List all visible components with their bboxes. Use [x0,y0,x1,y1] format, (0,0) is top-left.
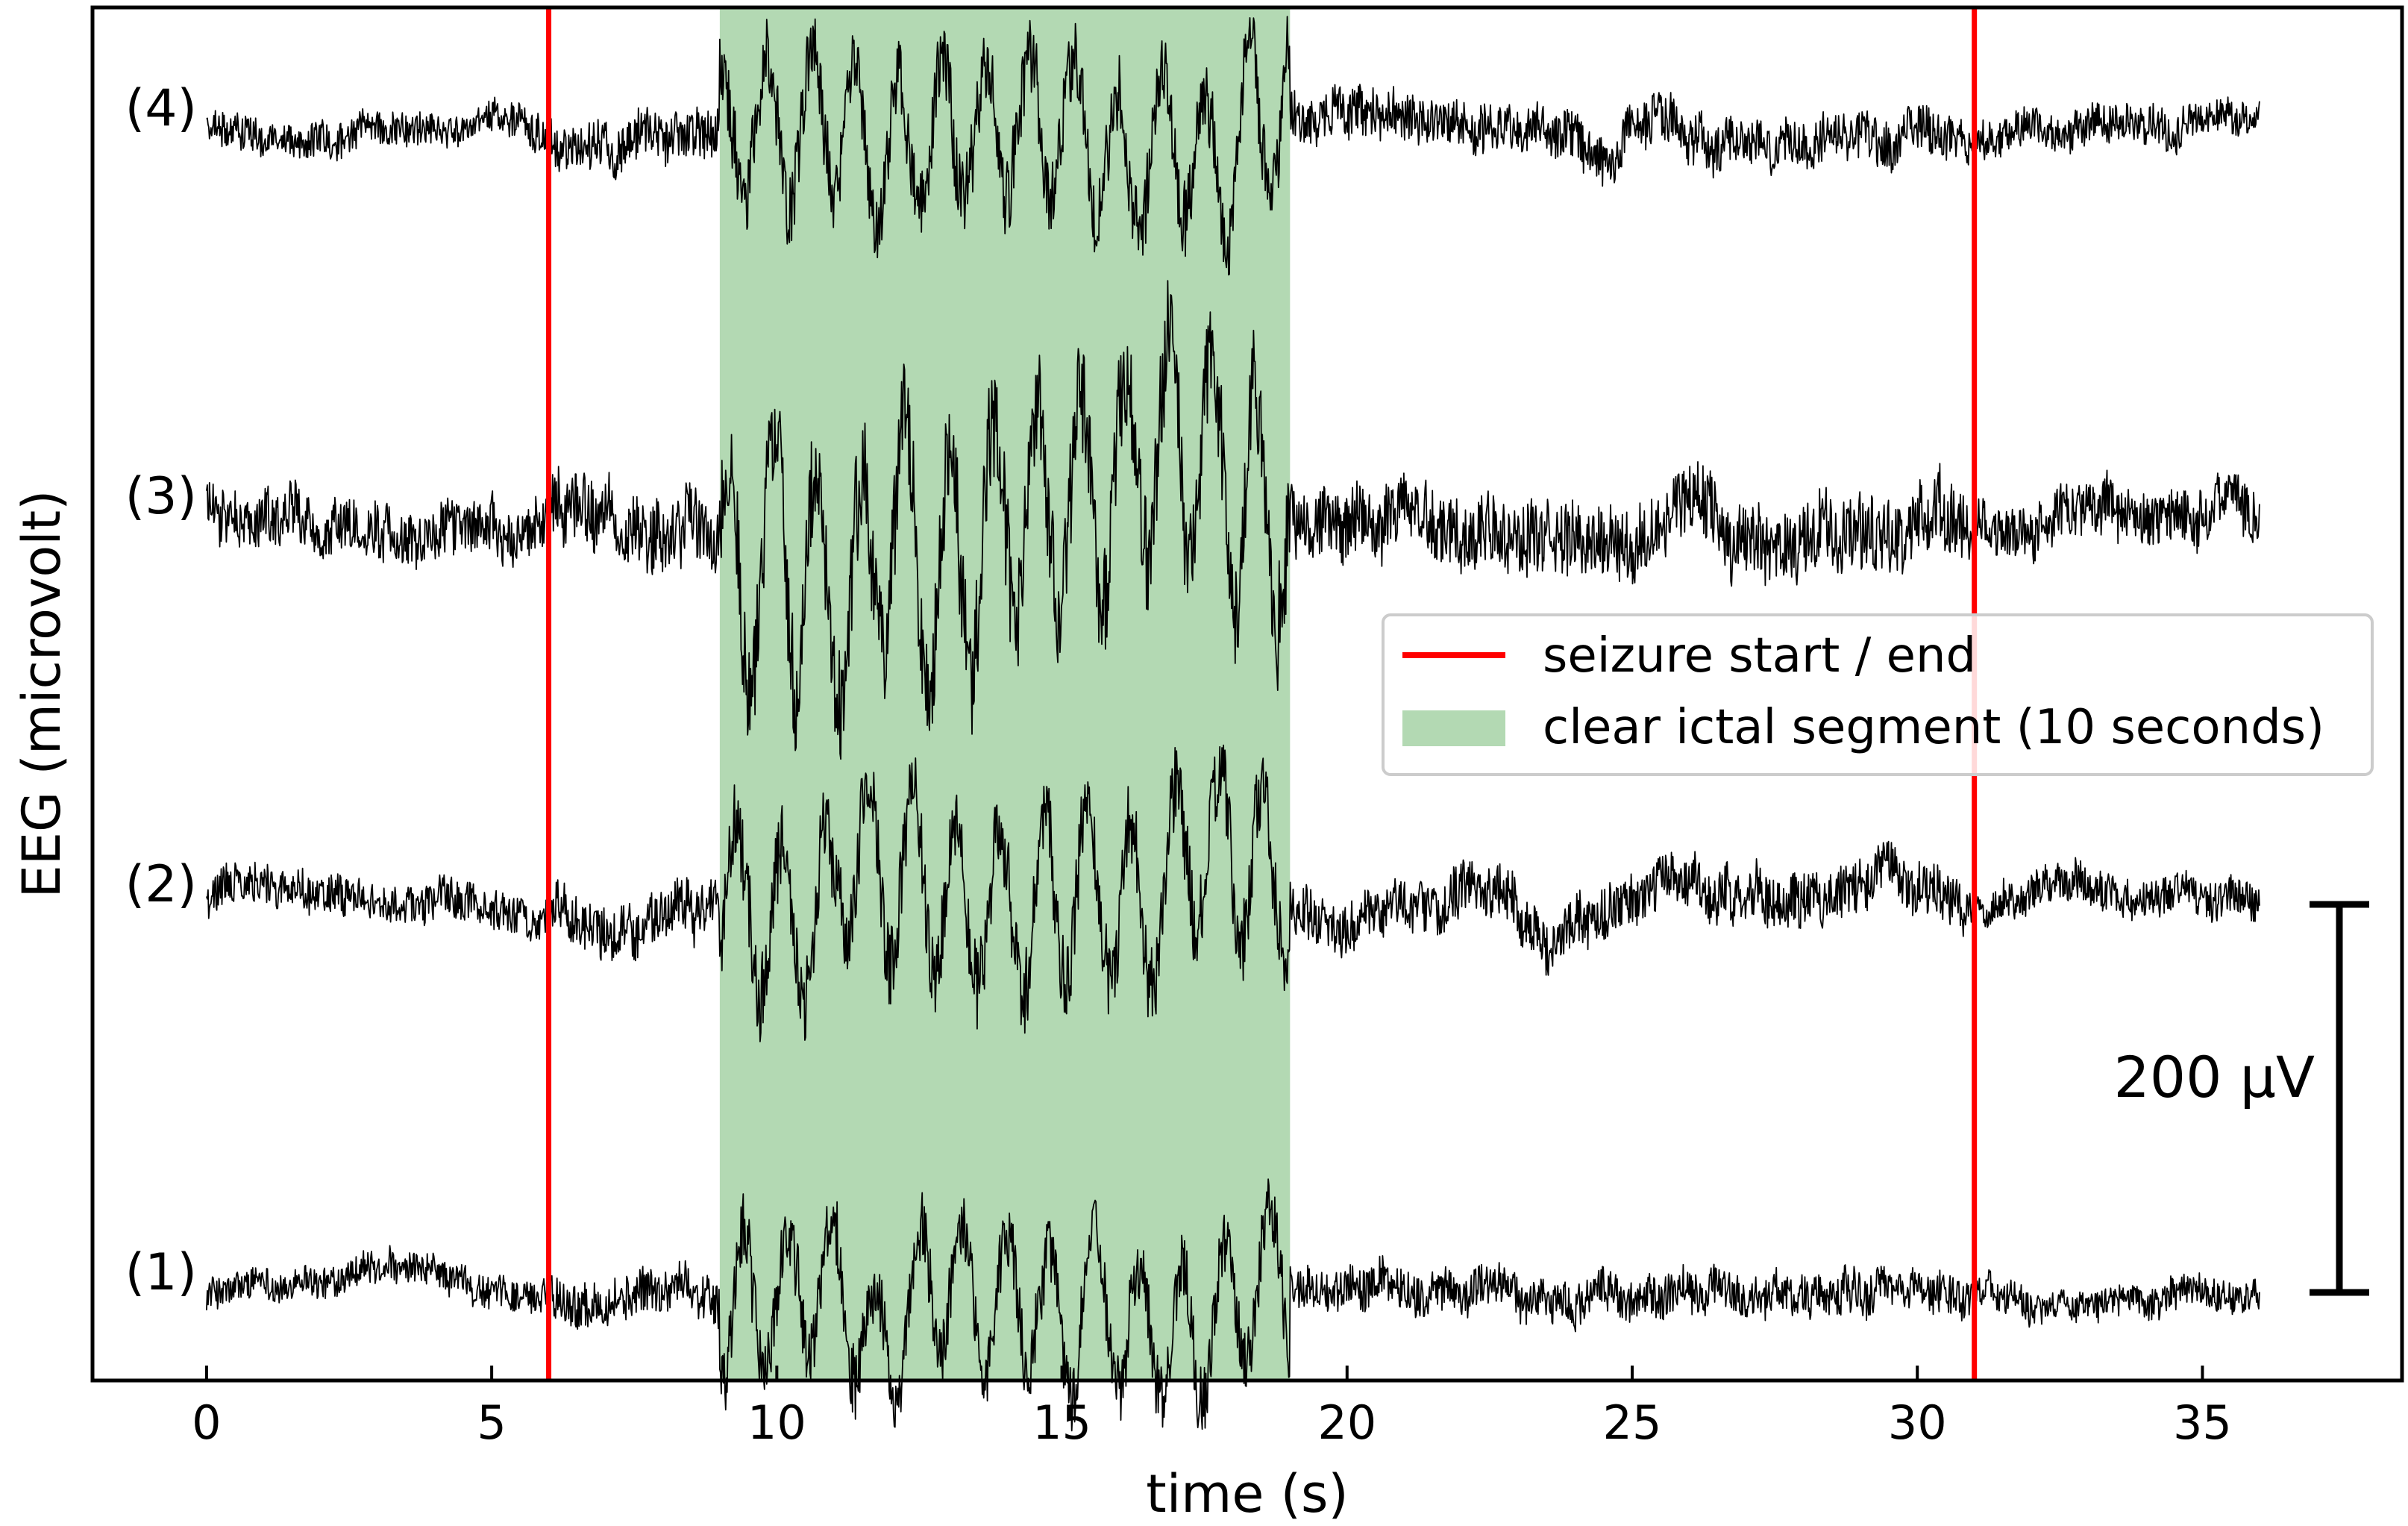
ictal-segment-band [719,7,1291,1380]
x-tick-label: 5 [477,1395,506,1450]
x-axis: 0 5 10 15 20 25 30 35 [192,1366,2232,1450]
ictal-layer [719,7,1291,1380]
x-tick-label: 25 [1603,1395,1662,1450]
x-tick-label: 15 [1032,1395,1091,1450]
channel-label-4: (4) [125,79,197,138]
label-layer: (1) (2) (3) (4) [125,79,197,1302]
x-tick-label: 30 [1888,1395,1947,1450]
legend-box [1382,613,2374,776]
x-axis-label: time (s) [1146,1463,1349,1525]
channel-label-1: (1) [125,1243,197,1302]
legend-marker-label: seizure start / end [1543,628,1976,684]
channel-label-2: (2) [125,855,197,914]
legend-segment-swatch [1402,710,1505,746]
scale-bar-label: 200 μV [2113,1044,2315,1110]
x-tick-label: 10 [747,1395,806,1450]
x-tick-label: 35 [2173,1395,2232,1450]
x-tick-label: 20 [1317,1395,1376,1450]
legend: seizure start / end clear ictal segment … [1382,613,2374,776]
legend-segment-label: clear ictal segment (10 seconds) [1543,700,2324,755]
scale-bar: 200 μV [2113,901,2369,1296]
plot-frame [90,5,2404,1383]
channel-label-3: (3) [125,467,197,526]
x-tick-label: 0 [192,1395,221,1450]
y-axis-label: EEG (microvolt) [11,490,72,898]
